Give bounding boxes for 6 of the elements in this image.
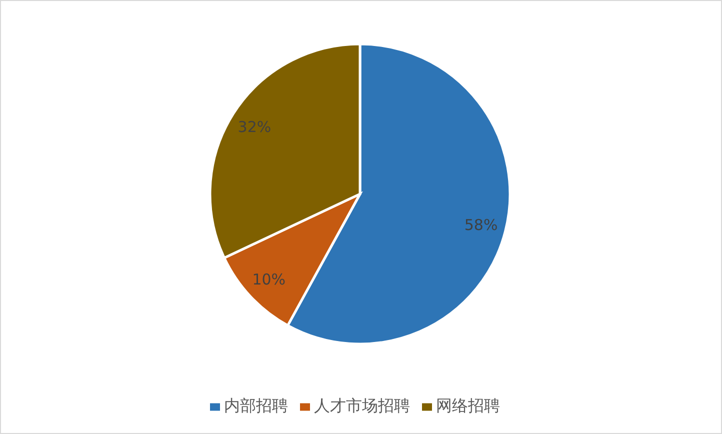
data-label: 10%: [252, 270, 286, 289]
data-label: 58%: [464, 216, 498, 234]
data-label: 32%: [238, 118, 272, 136]
legend-label: 网络招聘: [436, 396, 500, 415]
legend-label: 人才市场招聘: [314, 396, 410, 415]
legend-label: 内部招聘: [224, 396, 288, 415]
